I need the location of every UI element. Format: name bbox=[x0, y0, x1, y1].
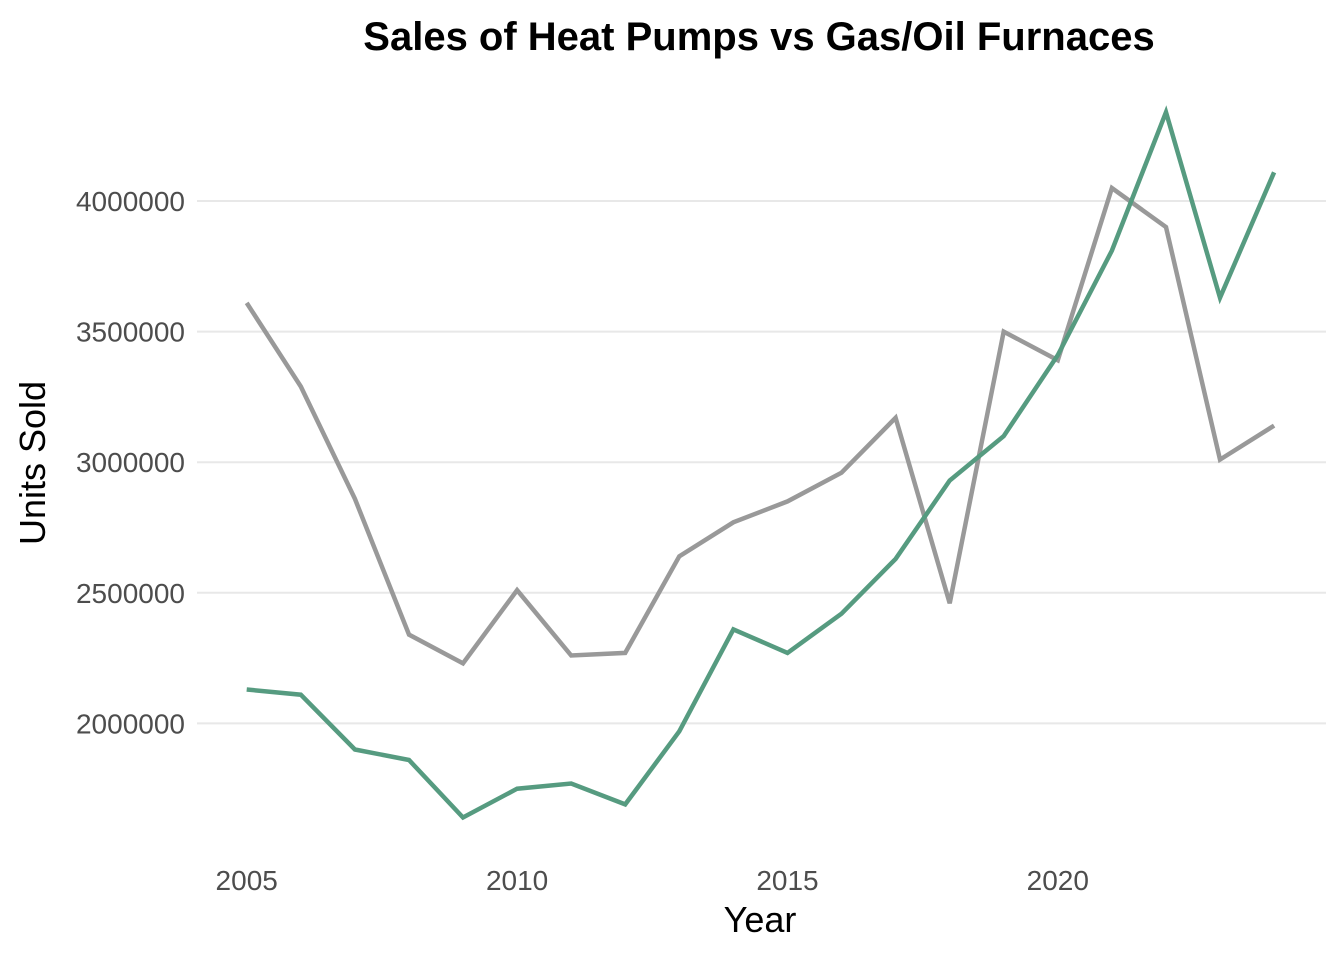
y-tick-label-2000000: 2000000 bbox=[76, 708, 185, 739]
heat-pumps-line bbox=[246, 105, 1277, 821]
chart-title: Sales of Heat Pumps vs Gas/Oil Furnaces bbox=[363, 15, 1154, 59]
x-tick-label-2020: 2020 bbox=[1027, 865, 1089, 896]
y-tick-label-2500000: 2500000 bbox=[76, 578, 185, 609]
y-axis-title: Units Sold bbox=[12, 381, 53, 545]
y-tick-label-3000000: 3000000 bbox=[76, 447, 185, 478]
x-axis-title: Year bbox=[724, 899, 797, 940]
x-tick-label-2015: 2015 bbox=[756, 865, 818, 896]
y-tick-label-3500000: 3500000 bbox=[76, 317, 185, 348]
x-tick-label-2010: 2010 bbox=[486, 865, 548, 896]
x-tick-label-2005: 2005 bbox=[216, 865, 278, 896]
y-tick-label-4000000: 4000000 bbox=[76, 186, 185, 217]
gas-oil-furnaces-line bbox=[244, 184, 1276, 667]
